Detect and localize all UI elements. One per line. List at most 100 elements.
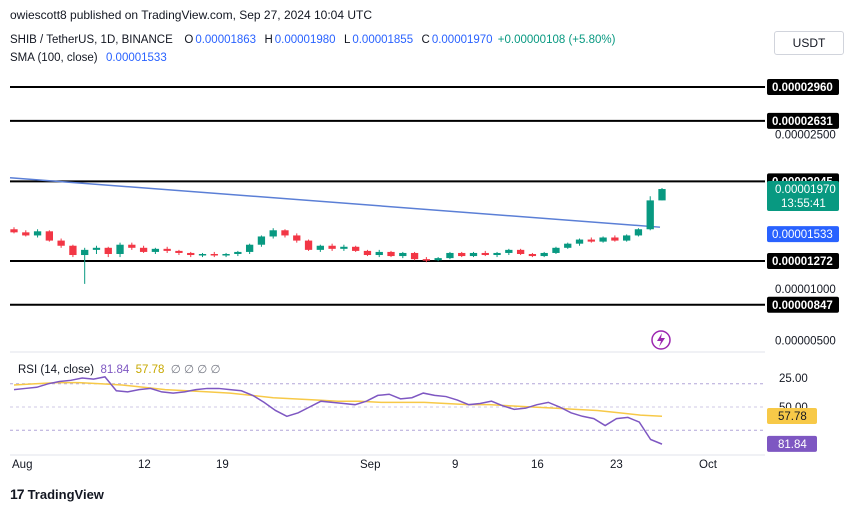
rsi-value: 81.84 <box>100 364 130 376</box>
rsi-placeholder-1: ∅ <box>170 364 181 376</box>
tradingview-logo-icon: 17 <box>10 486 25 502</box>
candle-body <box>634 229 643 236</box>
price-tick-label: 0.00001000 <box>775 284 836 296</box>
candle-body <box>387 251 395 257</box>
candle-body <box>81 249 89 256</box>
level-badge-label: 0.00002960 <box>772 82 833 94</box>
sma-value: 0.00001533 <box>105 52 167 64</box>
rsi-tick-label: 25.00 <box>779 373 808 385</box>
countdown-label: 13:55:41 <box>781 198 826 210</box>
level-badge-label: 0.00001272 <box>772 256 833 268</box>
rsi-ma-value: 57.78 <box>135 364 165 376</box>
candle-body <box>646 200 654 230</box>
candle-body <box>658 189 666 201</box>
candle-body <box>198 253 207 256</box>
symbol-name: SHIB / TetherUS, 1D, BINANCE <box>10 34 173 46</box>
candle-body <box>257 236 266 245</box>
candle-body <box>575 239 584 244</box>
candle-body <box>269 230 277 237</box>
low-label: L <box>343 34 351 46</box>
rsi-ma-badge-label: 57.78 <box>778 411 807 423</box>
candle-body <box>151 248 160 252</box>
candle-body <box>552 247 560 253</box>
candle-body <box>422 259 431 261</box>
candle-body <box>493 252 501 256</box>
rsi-placeholder-3: ∅ <box>197 364 208 376</box>
level-badge <box>767 112 839 129</box>
candle-body <box>163 248 171 251</box>
candle-body <box>116 244 124 254</box>
candle-body <box>69 245 77 256</box>
candle-body <box>363 250 372 256</box>
candle-body <box>293 235 301 241</box>
rsi-ma-line <box>13 381 663 418</box>
sma-line <box>9 176 661 228</box>
level-badge <box>767 296 839 313</box>
tradingview-footer: 17 TradingView <box>10 486 104 502</box>
level-badge <box>767 253 839 269</box>
rsi-label: RSI (14, close) <box>18 364 95 376</box>
candle-body <box>528 253 537 257</box>
candle-body <box>446 252 454 259</box>
level-badge-label: 0.00002631 <box>772 116 833 128</box>
candle-body <box>540 252 548 257</box>
candle-body <box>623 235 631 241</box>
publisher-line: owiescott8 published on TradingView.com,… <box>10 8 373 22</box>
sma-legend: SMA (100, close) 0.00001533 <box>10 52 169 64</box>
sma-label: SMA (100, close) <box>10 52 98 64</box>
high-label: H <box>264 34 273 46</box>
close-label: C <box>421 34 430 46</box>
candle-body <box>611 237 619 241</box>
level-badge-label: 0.00000847 <box>772 300 833 312</box>
candle-body <box>599 237 607 242</box>
rsi-placeholder-4: ∅ <box>210 364 221 376</box>
rsi-placeholder-2: ∅ <box>184 364 195 376</box>
candle-body <box>57 240 65 246</box>
time-tick-label: 19 <box>216 459 229 471</box>
candle-body <box>434 258 442 261</box>
rsi-legend: RSI (14, close) 81.84 57.78 ∅ ∅ ∅ ∅ <box>18 362 221 376</box>
candle-body <box>399 252 407 257</box>
candle-body <box>340 246 348 249</box>
price-tick-label: 0.00002500 <box>775 129 836 141</box>
candle-body <box>410 252 419 260</box>
price-tick-label: 0.00000500 <box>775 336 836 348</box>
candle-body <box>304 240 313 250</box>
candle-body <box>328 245 336 249</box>
current-price-badge <box>767 181 839 212</box>
time-tick-label: Oct <box>699 459 718 471</box>
footer-brand: TradingView <box>27 486 104 502</box>
change-value: +0.00000108 (+5.80%) <box>497 34 616 46</box>
low-value: 0.00001855 <box>352 34 414 46</box>
symbol-legend: SHIB / TetherUS, 1D, BINANCE O 0.00001863… <box>10 34 617 46</box>
candle-body <box>245 244 254 252</box>
candle-body <box>10 229 18 233</box>
candle-body <box>352 246 360 251</box>
candle-body <box>33 231 42 236</box>
high-value: 0.00001980 <box>274 34 336 46</box>
candle-body <box>104 247 112 254</box>
candle-body <box>222 253 230 256</box>
candle-body <box>481 252 489 256</box>
candle-body <box>564 243 572 248</box>
time-tick-label: Aug <box>12 459 32 471</box>
level-badge <box>767 79 839 95</box>
candle-body <box>375 251 383 256</box>
candle-body <box>505 249 513 253</box>
candle-body <box>587 239 595 242</box>
time-tick-label: 9 <box>452 459 458 471</box>
candle-body <box>128 244 136 248</box>
lightning-bolt-icon <box>657 333 665 347</box>
candle-body <box>469 252 478 257</box>
candle-body <box>458 252 466 257</box>
candle-body <box>281 230 289 236</box>
rsi-badge-label: 81.84 <box>778 439 807 451</box>
rsi-ma-badge <box>767 408 817 425</box>
candle-body <box>139 247 148 252</box>
time-tick-label: 16 <box>531 459 544 471</box>
candle-body <box>187 252 195 256</box>
currency-button[interactable]: USDT <box>774 31 844 55</box>
candle-body <box>92 247 101 250</box>
candle-body <box>210 253 218 256</box>
